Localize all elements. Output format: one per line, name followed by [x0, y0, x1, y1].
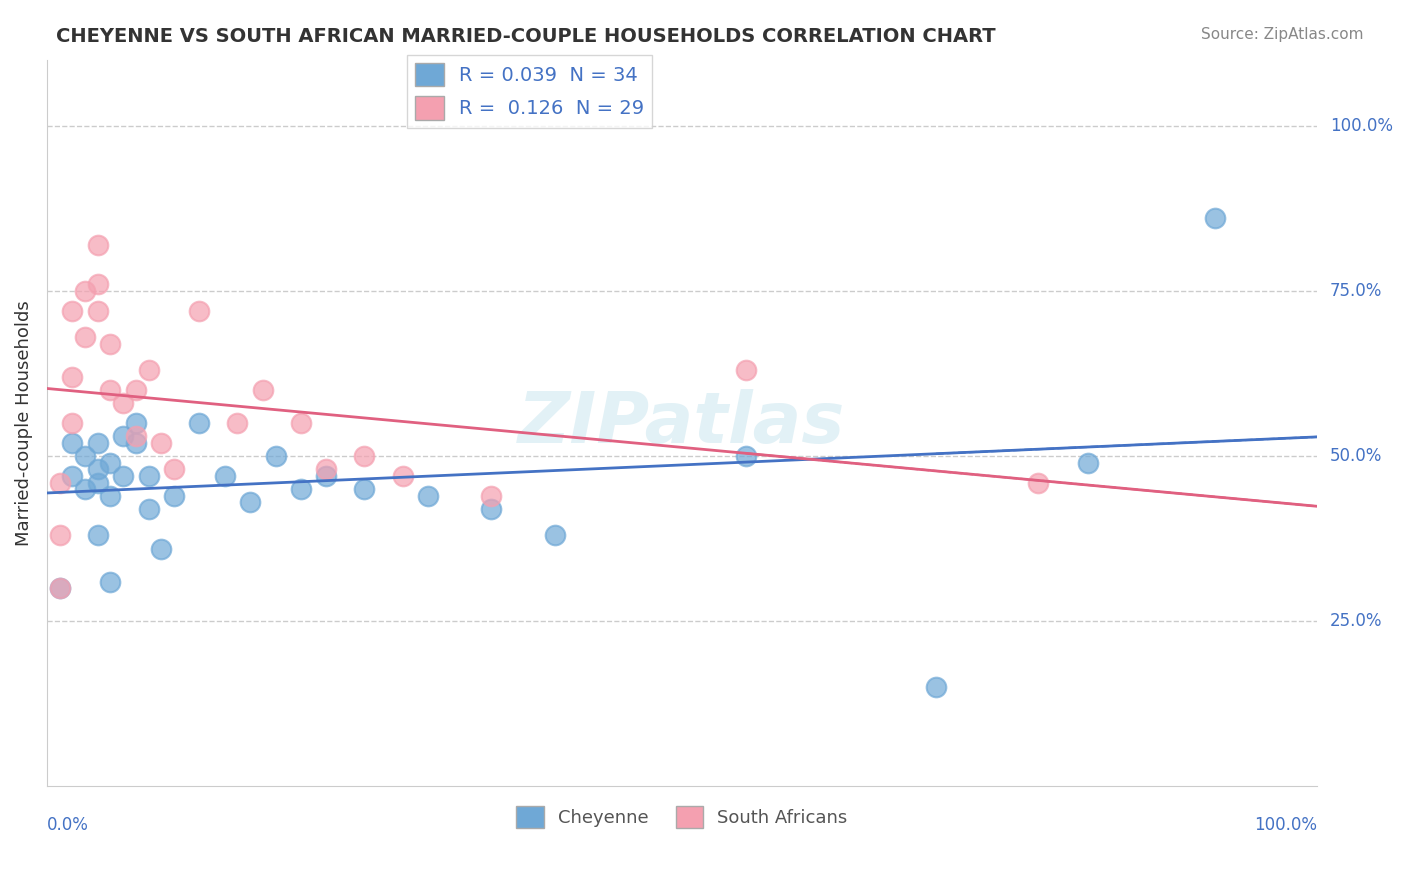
Point	[100, 456, 122, 470]
Point	[125, 383, 148, 397]
Point	[481, 489, 503, 503]
Point	[290, 482, 312, 496]
Point	[315, 462, 337, 476]
Point	[416, 489, 439, 503]
Point	[239, 495, 262, 509]
Text: 75.0%: 75.0%	[1330, 282, 1382, 300]
Point	[48, 475, 70, 490]
Point	[73, 482, 96, 496]
Point	[60, 369, 83, 384]
Point	[73, 449, 96, 463]
Y-axis label: Married-couple Households: Married-couple Households	[15, 301, 32, 546]
Text: 50.0%: 50.0%	[1330, 447, 1382, 465]
Point	[163, 462, 186, 476]
Point	[100, 383, 122, 397]
Point	[60, 469, 83, 483]
Point	[60, 303, 83, 318]
Point	[264, 449, 287, 463]
Point	[252, 383, 274, 397]
Point	[481, 502, 503, 516]
Point	[48, 581, 70, 595]
Point	[100, 336, 122, 351]
Point	[734, 363, 756, 377]
Point	[188, 416, 211, 430]
Point	[1026, 475, 1049, 490]
Legend: Cheyenne, South Africans: Cheyenne, South Africans	[509, 799, 855, 836]
Point	[138, 502, 160, 516]
Point	[188, 303, 211, 318]
Point	[315, 469, 337, 483]
Point	[86, 303, 108, 318]
Point	[86, 277, 108, 292]
Point	[290, 416, 312, 430]
Point	[73, 330, 96, 344]
Point	[1204, 211, 1226, 226]
Point	[86, 462, 108, 476]
Point	[125, 416, 148, 430]
Point	[734, 449, 756, 463]
Text: 0.0%: 0.0%	[46, 815, 89, 833]
Point	[391, 469, 413, 483]
Point	[60, 435, 83, 450]
Point	[60, 416, 83, 430]
Point	[353, 449, 375, 463]
Text: CHEYENNE VS SOUTH AFRICAN MARRIED-COUPLE HOUSEHOLDS CORRELATION CHART: CHEYENNE VS SOUTH AFRICAN MARRIED-COUPLE…	[56, 27, 995, 45]
Point	[125, 435, 148, 450]
Point	[138, 363, 160, 377]
Point	[544, 528, 567, 542]
Point	[112, 429, 135, 443]
Point	[163, 489, 186, 503]
Point	[48, 581, 70, 595]
Point	[214, 469, 236, 483]
Point	[925, 681, 948, 695]
Point	[353, 482, 375, 496]
Point	[150, 541, 173, 556]
Point	[125, 429, 148, 443]
Text: 100.0%: 100.0%	[1254, 815, 1317, 833]
Point	[48, 528, 70, 542]
Point	[73, 284, 96, 298]
Text: 25.0%: 25.0%	[1330, 612, 1382, 631]
Point	[86, 237, 108, 252]
Point	[100, 489, 122, 503]
Point	[100, 574, 122, 589]
Point	[138, 469, 160, 483]
Point	[86, 475, 108, 490]
Text: ZIPatlas: ZIPatlas	[519, 389, 845, 458]
Point	[226, 416, 249, 430]
Point	[112, 396, 135, 410]
Text: Source: ZipAtlas.com: Source: ZipAtlas.com	[1201, 27, 1364, 42]
Point	[112, 469, 135, 483]
Text: 100.0%: 100.0%	[1330, 117, 1393, 135]
Point	[1077, 456, 1099, 470]
Point	[86, 528, 108, 542]
Point	[150, 435, 173, 450]
Point	[86, 435, 108, 450]
